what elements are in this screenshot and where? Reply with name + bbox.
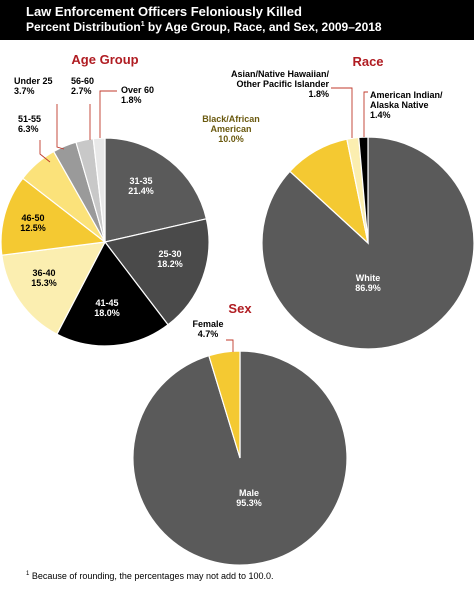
leader-line-asian-native-hawaiian-other-pacific-islander <box>331 87 353 138</box>
slice-american-indian-alaska-native <box>358 136 369 244</box>
slice-female <box>208 350 241 459</box>
subtitle-post: by Age Group, Race, and Sex, 2009–2018 <box>144 20 382 34</box>
leader-line-over-60 <box>99 90 117 138</box>
header-banner: Law Enforcement Officers Feloniously Kil… <box>0 0 474 40</box>
slice-label-black-african-american: Black/African American 10.0% <box>202 114 260 144</box>
slice-label-male: Male 95.3% <box>236 488 262 508</box>
slice-25-30 <box>103 218 210 326</box>
leader-line-female <box>226 339 234 352</box>
pie-chart-race: Race White 86.9% Black/African American 10.0%… <box>202 54 474 350</box>
slice-label-51-55: 51-55 6.3% <box>18 114 41 134</box>
leader-line-under-25 <box>56 104 65 150</box>
slice-label-31-35: 31-35 21.4% <box>128 176 154 196</box>
slice-label-41-45: 41-45 18.0% <box>94 298 120 318</box>
footnote-marker: 1 <box>26 571 30 577</box>
leader-line-american-indian-alaska-native <box>363 91 368 137</box>
chart-title-age-group: Age Group <box>71 52 138 67</box>
slice-label-over-60: Over 60 1.8% <box>121 85 154 105</box>
pie-chart-age-group: Age Group 31-35 21.4% 25-30 18.2% 41-45 18.0% 3… <box>0 52 210 347</box>
slice-label-american-indian-alaska-native: American Indian/Alaska Native 1.4% <box>370 90 443 120</box>
slice-36-40 <box>1 241 107 335</box>
header-title: Law Enforcement Officers Feloniously Kil… <box>26 4 302 19</box>
footnote-text: Because of rounding, the percentages may… <box>29 571 274 581</box>
slice-label-under-25: Under 25 3.7% <box>14 76 53 96</box>
subtitle-pre: Percent Distribution <box>26 20 141 34</box>
slice-label-female: Female 4.7% <box>192 319 223 339</box>
slice-label-46-50: 46-50 12.5% <box>20 213 46 233</box>
slice-label-white: White 86.9% <box>355 273 381 293</box>
leader-line-51-55 <box>39 140 51 163</box>
pie-chart-sex: Sex Male 95.3% Female 4.7% <box>132 301 348 566</box>
chart-title-race: Race <box>352 54 383 69</box>
slice-41-45 <box>56 240 169 347</box>
slice-over-60 <box>92 137 106 243</box>
slice-46-50 <box>0 177 107 256</box>
slice-label-56-60: 56-60 2.7% <box>71 76 94 96</box>
slice-label-36-40: 36-40 15.3% <box>31 268 57 288</box>
header-subtitle: Percent Distribution1 by Age Group, Race… <box>26 20 382 34</box>
chart-title-sex: Sex <box>228 301 252 316</box>
slice-31-35 <box>104 137 208 243</box>
subtitle-footnote-marker: 1 <box>140 21 145 28</box>
slice-label-asian-native-hawaiian-other-pacific-islander: Asian/Native Hawaiian/Other Pacific Isla… <box>231 69 330 99</box>
footnote: 1 Because of rounding, the percentages m… <box>26 571 274 581</box>
slice-label-25-30: 25-30 18.2% <box>157 249 183 269</box>
